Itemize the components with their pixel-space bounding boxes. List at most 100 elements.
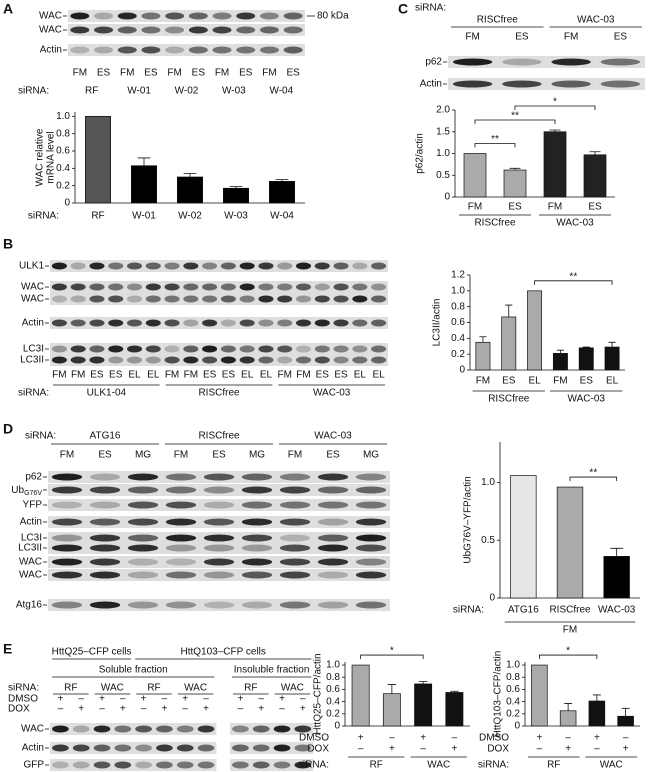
significance-bracket bbox=[474, 143, 516, 148]
error-bar bbox=[450, 690, 459, 693]
x-row-sign: + bbox=[565, 744, 571, 755]
lane-label: FM bbox=[71, 370, 85, 381]
x-axis-label: siRNA: bbox=[298, 760, 329, 771]
blot-band bbox=[352, 283, 368, 291]
blot-band bbox=[127, 473, 159, 481]
blot-band bbox=[135, 725, 152, 733]
lane-label: ES bbox=[90, 370, 104, 381]
blot-band bbox=[220, 319, 236, 327]
blot-band bbox=[126, 356, 143, 364]
blot-band bbox=[295, 262, 312, 270]
error-bar bbox=[479, 336, 487, 343]
row-label: p62 bbox=[425, 57, 442, 68]
blot-band bbox=[176, 744, 194, 752]
blot-band bbox=[502, 58, 542, 66]
bar bbox=[131, 165, 158, 204]
y-tick-label: 0.4 bbox=[451, 333, 465, 344]
bar bbox=[501, 316, 517, 371]
lane-label: ES bbox=[316, 370, 330, 381]
row-label: ULK1 bbox=[19, 261, 44, 272]
blot-band bbox=[239, 345, 255, 353]
blot-band bbox=[89, 283, 105, 291]
blot-band bbox=[141, 46, 161, 54]
row-label: WAC bbox=[39, 25, 62, 36]
blot-band bbox=[355, 473, 387, 481]
blot-band bbox=[352, 356, 368, 364]
bar bbox=[578, 347, 594, 371]
blot-band bbox=[371, 283, 387, 291]
blot-band bbox=[72, 744, 90, 752]
bar bbox=[588, 700, 606, 727]
blot-band bbox=[51, 501, 83, 509]
x-row-sign: + bbox=[594, 733, 600, 744]
blot-band bbox=[202, 319, 218, 327]
bar bbox=[527, 290, 543, 371]
y-axis-label: UbG76V–YFP/actin bbox=[463, 476, 474, 563]
blot-band bbox=[183, 262, 199, 270]
row-label: Actin bbox=[22, 318, 44, 329]
blot-band bbox=[295, 345, 312, 353]
x-row-sign: – bbox=[594, 744, 600, 755]
lane-label: FM bbox=[288, 450, 302, 461]
cells-label: HttQ25–CFP cells bbox=[52, 647, 132, 658]
treatment-sign: – bbox=[141, 704, 147, 715]
blot-band bbox=[89, 473, 121, 481]
cells-label: HttQ103–CFP cells bbox=[180, 647, 265, 658]
blot-band bbox=[258, 295, 274, 303]
x-row-sign: – bbox=[565, 733, 571, 744]
blot-band bbox=[258, 262, 274, 270]
y-tick-label: 0.6 bbox=[326, 684, 340, 695]
blot-band bbox=[127, 558, 159, 566]
blot-band bbox=[126, 262, 143, 270]
blot-band bbox=[176, 761, 194, 769]
x-row-sign: + bbox=[623, 744, 629, 755]
blot-band bbox=[51, 571, 83, 579]
lane-label: EL bbox=[147, 370, 160, 381]
blot-band bbox=[259, 46, 279, 54]
blot-band bbox=[355, 501, 387, 509]
blot-band bbox=[352, 319, 368, 327]
y-tick-label: 0.4 bbox=[506, 696, 520, 707]
treatment-sign: – bbox=[300, 694, 306, 705]
blot-band bbox=[89, 295, 105, 303]
blot-band bbox=[126, 283, 143, 291]
y-axis-label: WAC relative bbox=[35, 128, 46, 186]
blot-band bbox=[52, 761, 69, 769]
x-row-sign: + bbox=[389, 744, 395, 755]
blot-band bbox=[295, 319, 312, 327]
blot-band bbox=[333, 356, 349, 364]
significance-label: ** bbox=[491, 134, 499, 145]
y-tick-label: 0.8 bbox=[56, 128, 70, 139]
blot-band bbox=[220, 262, 236, 270]
blot-band bbox=[70, 345, 86, 353]
x-row-label: DMSO bbox=[299, 733, 329, 744]
blot-band bbox=[352, 295, 368, 303]
y-tick-label: 1.0 bbox=[436, 148, 450, 159]
y-tick-label: 0.2 bbox=[326, 708, 340, 719]
blot-band bbox=[239, 262, 255, 270]
blot-band bbox=[317, 501, 349, 509]
blot-band bbox=[258, 356, 274, 364]
blot-band bbox=[600, 80, 641, 88]
x-axis-label: siRNA: bbox=[28, 211, 59, 222]
lane-label: ES bbox=[286, 68, 300, 79]
blot-band bbox=[294, 761, 312, 769]
blot-band bbox=[94, 12, 114, 20]
blot-band bbox=[352, 262, 368, 270]
blot-band bbox=[164, 345, 180, 353]
lane-label: ES bbox=[144, 68, 158, 79]
blot-band bbox=[317, 558, 349, 566]
x-tick-label: RISCfree bbox=[549, 605, 591, 616]
error-bar bbox=[549, 129, 561, 132]
fraction-label: Soluble fraction bbox=[99, 665, 168, 676]
blot-band bbox=[70, 319, 86, 327]
row-label: LC3II bbox=[20, 355, 44, 366]
y-tick-label: 1.0 bbox=[481, 477, 495, 488]
x-row-label: DMSO bbox=[479, 733, 509, 744]
blot-band bbox=[241, 486, 273, 494]
blot-band bbox=[314, 283, 330, 291]
blot-band bbox=[145, 295, 161, 303]
blot-band bbox=[197, 725, 215, 733]
blot-band bbox=[317, 473, 349, 481]
y-tick-label: 0.8 bbox=[451, 301, 465, 312]
